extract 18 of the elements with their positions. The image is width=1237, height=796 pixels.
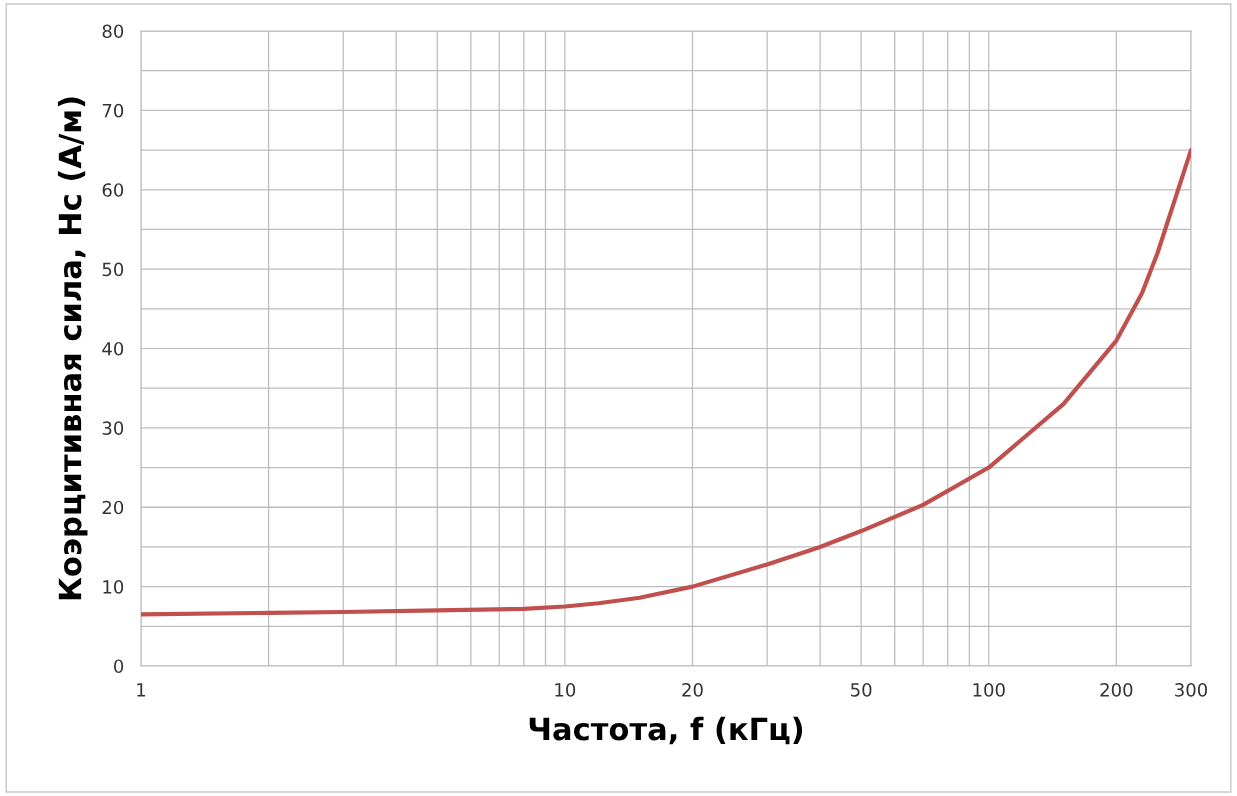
y-tick-label: 60 bbox=[102, 183, 124, 197]
y-tick-label: 0 bbox=[114, 659, 124, 674]
x-axis-title: Частота, f (кГц) bbox=[529, 716, 803, 745]
y-tick-label: 10 bbox=[103, 580, 124, 594]
x-tick-label: 200 bbox=[1100, 682, 1133, 697]
y-axis-title: Коэрцитивная сила, Hc (А/м) bbox=[57, 97, 88, 600]
x-tick-label: 50 bbox=[851, 682, 872, 697]
x-tick-label: 100 bbox=[973, 682, 1005, 697]
y-tick-label: 40 bbox=[102, 341, 124, 356]
y-tick-label: 30 bbox=[102, 421, 124, 435]
x-tick-label: 10 bbox=[555, 682, 576, 697]
y-tick-label: 80 bbox=[102, 24, 124, 39]
y-tick-label: 50 bbox=[102, 262, 124, 277]
y-tick-label: 20 bbox=[102, 500, 124, 515]
x-tick-label: 300 bbox=[1175, 682, 1208, 697]
x-tick-label: 1 bbox=[137, 683, 146, 697]
y-tick-label: 70 bbox=[102, 103, 124, 118]
x-tick-label: 20 bbox=[682, 682, 703, 697]
